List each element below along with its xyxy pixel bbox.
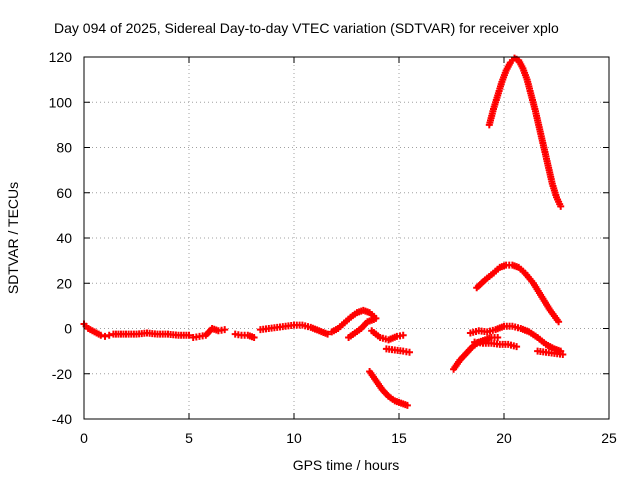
axis-ticks: [83, 56, 610, 420]
x-tick-label: 5: [185, 430, 193, 446]
series-s3: [189, 325, 229, 342]
data-point: [97, 331, 105, 339]
series-s6: [328, 306, 380, 336]
tick-labels: 0 5 10 15 20 25 -40 -20 0 20 40 60 80 100 120: [49, 49, 617, 446]
series-s5: [256, 321, 332, 338]
data-points: [80, 54, 567, 409]
data-point: [324, 330, 332, 338]
series-s10: [366, 367, 411, 409]
y-tick-label: -40: [52, 411, 72, 427]
y-tick-label: 40: [56, 230, 72, 246]
series-s7: [345, 315, 378, 342]
series-s16: [485, 54, 565, 210]
data-point: [555, 318, 563, 326]
data-point: [101, 332, 109, 340]
y-tick-label: 60: [56, 185, 72, 201]
y-axis-label: SDTVAR / TECUs: [5, 182, 21, 294]
grid: [84, 57, 609, 419]
y-tick-label: 100: [49, 94, 73, 110]
data-point: [559, 351, 567, 359]
series-s12: [466, 322, 565, 355]
data-point: [399, 331, 407, 339]
x-tick-label: 15: [391, 430, 407, 446]
data-point: [557, 202, 565, 210]
x-tick-label: 20: [496, 430, 512, 446]
data-point: [406, 348, 413, 356]
series-s4: [231, 330, 258, 342]
data-point: [221, 326, 229, 334]
data-point: [403, 401, 411, 409]
y-tick-label: 20: [56, 275, 72, 291]
series-s15: [473, 261, 563, 326]
plot-frame: [83, 56, 610, 420]
data-point: [250, 334, 258, 342]
data-point: [105, 331, 113, 339]
series-s13: [471, 338, 521, 351]
y-tick-label: -20: [52, 366, 72, 382]
y-tick-label: 80: [56, 140, 72, 156]
y-tick-label: 120: [49, 49, 73, 65]
data-point: [185, 331, 193, 339]
data-point: [513, 343, 521, 351]
x-tick-label: 10: [286, 430, 302, 446]
series-s9: [382, 345, 413, 356]
data-point: [370, 315, 378, 323]
y-tick-label: 0: [64, 321, 72, 337]
series-s1: [80, 320, 113, 340]
x-tick-label: 25: [601, 430, 617, 446]
x-axis-label: GPS time / hours: [293, 457, 400, 473]
series-s14: [534, 347, 567, 359]
data-point: [494, 334, 502, 342]
x-tick-label: 0: [80, 430, 88, 446]
series-s2: [109, 329, 193, 339]
series-s8: [368, 327, 407, 344]
series-s11: [450, 334, 502, 373]
chart-title: Day 094 of 2025, Sidereal Day-to-day VTE…: [54, 20, 559, 36]
